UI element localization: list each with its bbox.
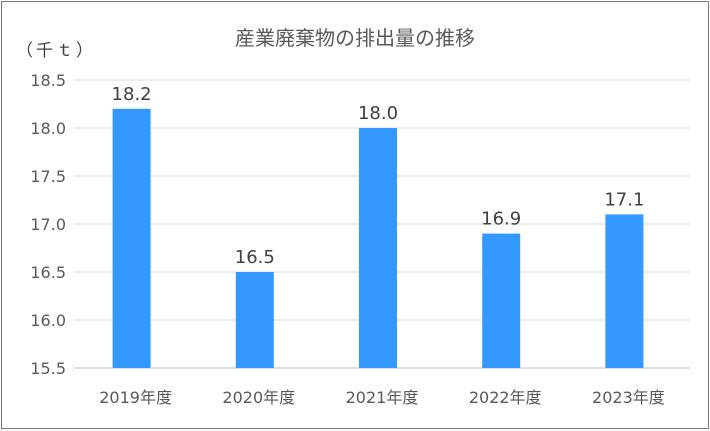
x-category-label: 2023年度 [592,388,665,407]
bar [605,214,644,368]
x-category-label: 2019年度 [99,388,172,407]
y-tick-label: 16.0 [30,311,66,330]
y-tick-label: 18.0 [30,119,66,138]
y-axis-unit-label: （千ｔ） [16,41,96,61]
bar [359,128,397,368]
bar [482,233,521,368]
chart-title: 産業廃棄物の排出量の推移 [235,26,475,50]
data-label: 18.0 [358,103,398,124]
data-label: 16.9 [481,209,521,230]
data-label: 16.5 [235,247,275,268]
y-tick-label: 17.5 [30,167,66,186]
y-tick-label: 15.5 [30,359,66,378]
bar [235,272,274,368]
data-label: 17.1 [604,189,644,210]
data-label: 18.2 [112,84,152,105]
x-category-label: 2020年度 [222,388,295,407]
y-tick-label: 18.5 [30,71,66,90]
y-tick-label: 16.5 [30,263,66,282]
x-category-label: 2021年度 [346,388,419,407]
bar [112,108,151,369]
y-tick-label: 17.0 [30,215,66,234]
x-category-label: 2022年度 [469,388,542,407]
